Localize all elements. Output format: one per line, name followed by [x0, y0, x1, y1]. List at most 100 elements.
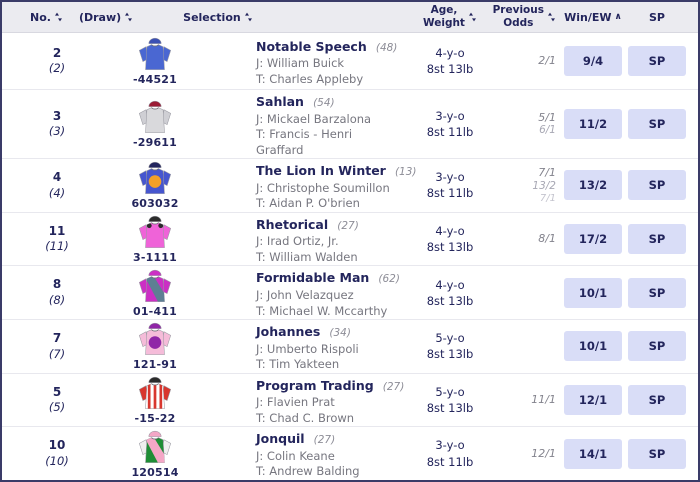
sp-odds-button[interactable]: SP: [628, 170, 686, 201]
jockey-name: J: Mickael Barzalona: [256, 111, 372, 126]
header-previous-odds-label: Previous Odds: [492, 3, 544, 29]
header-age-weight[interactable]: Age, Weight: [402, 4, 498, 30]
age-weight-cell: 4-y-o 8st 13lb: [402, 277, 498, 309]
form-figures: 3-1111: [132, 251, 178, 265]
horse-number: 10: [48, 438, 66, 453]
trainer-name: T: Tim Yakteen: [256, 357, 340, 372]
header-no[interactable]: No.: [30, 11, 63, 24]
jockey-silk-icon: [136, 99, 174, 138]
trainer-name: T: Charles Appleby: [256, 71, 364, 86]
jockey-silk-icon: [136, 214, 174, 253]
silk-cell: 121-91: [112, 321, 198, 371]
win-ew-odds-button[interactable]: 10/1: [564, 277, 622, 308]
horse-name-link[interactable]: Program Trading: [256, 377, 374, 393]
horse-row: 10 (10) 120514 Jonquil (27) J: Colin Kea…: [2, 426, 698, 480]
horse-name-link[interactable]: Johannes: [256, 324, 321, 340]
age-weight-cell: 3-y-o 8st 11lb: [402, 108, 498, 140]
header-previous-odds[interactable]: Previous Odds: [493, 4, 556, 30]
header-left-group: No. (Draw) Selection: [2, 11, 253, 24]
selection-cell: Sahlan (54) J: Mickael Barzalona T: Fran…: [198, 90, 402, 158]
header-selection[interactable]: Selection: [183, 11, 253, 24]
horse-row: 11 (11) 3-1111 Rhetorical (27) J: Irad O…: [2, 211, 698, 266]
days-since-run: (27): [313, 434, 336, 447]
horse-age: 4-y-o: [435, 223, 465, 238]
sp-odds-button[interactable]: SP: [628, 46, 686, 76]
sp-odds-button[interactable]: SP: [628, 331, 686, 362]
days-since-run: (27): [382, 380, 405, 393]
number-draw-cell: 4 (4): [2, 170, 112, 201]
horse-name-link[interactable]: Notable Speech: [256, 38, 367, 54]
previous-odds-cell: 11/1: [498, 393, 556, 407]
sort-icon[interactable]: [547, 12, 556, 22]
sort-icon[interactable]: [244, 12, 253, 22]
sort-icon[interactable]: [468, 12, 477, 22]
draw-number: (2): [48, 61, 66, 76]
jockey-silk-icon: [136, 160, 174, 199]
header-sp: SP: [628, 11, 686, 24]
days-since-run: (27): [337, 219, 359, 232]
horse-number: 7: [52, 331, 62, 346]
form-figures: -44521: [132, 73, 178, 86]
win-ew-odds-button[interactable]: 13/2: [564, 170, 622, 201]
selection-cell: Jonquil (27) J: Colin Keane T: Andrew Ba…: [198, 427, 402, 480]
previous-odds-value: 11/1: [531, 393, 556, 407]
horse-number: 11: [48, 223, 66, 238]
horse-name-link[interactable]: Formidable Man: [256, 270, 370, 286]
horse-age: 5-y-o: [435, 384, 465, 399]
draw-number: (8): [48, 293, 66, 308]
win-ew-odds-button[interactable]: 12/1: [564, 384, 622, 415]
previous-odds-value: 8/1: [538, 232, 556, 246]
horse-weight: 8st 13lb: [426, 240, 474, 255]
draw-number: (4): [48, 185, 66, 200]
win-ew-odds-button[interactable]: 11/2: [564, 109, 622, 140]
age-weight-cell: 3-y-o 8st 11lb: [402, 169, 498, 201]
win-ew-odds-button[interactable]: 10/1: [564, 331, 622, 362]
jockey-name: J: Flavien Prat: [256, 395, 335, 410]
form-figures: 120514: [131, 465, 179, 479]
number-draw-cell: 5 (5): [2, 385, 112, 416]
draw-number: (5): [48, 400, 66, 415]
silk-cell: -29611: [112, 99, 198, 149]
draw-number: (3): [48, 124, 66, 139]
sp-odds-button[interactable]: SP: [628, 384, 686, 415]
jockey-name: J: Umberto Rispoli: [256, 341, 359, 356]
win-ew-odds-button[interactable]: 17/2: [564, 224, 622, 255]
age-weight-cell: 4-y-o 8st 13lb: [402, 45, 498, 77]
horse-number: 3: [52, 108, 62, 123]
header-age-weight-label: Age, Weight: [423, 3, 465, 29]
horse-row: 5 (5) -15-22 Program Trading (27) J: Fla…: [2, 372, 698, 427]
draw-number: (11): [45, 239, 69, 254]
trainer-name: T: Chad C. Brown: [256, 410, 355, 425]
horse-number: 2: [52, 45, 62, 60]
sp-odds-button[interactable]: SP: [628, 438, 686, 469]
number-draw-cell: 8 (8): [2, 277, 112, 308]
sp-odds-button[interactable]: SP: [628, 109, 686, 140]
selection-cell: Johannes (34) J: Umberto Rispoli T: Tim …: [198, 320, 402, 373]
number-draw-cell: 2 (2): [2, 46, 112, 77]
horse-name-link[interactable]: Rhetorical: [256, 216, 329, 232]
header-win-ew[interactable]: Win/EW ∧: [564, 11, 622, 24]
jockey-name: J: Christophe Soumillon: [256, 180, 390, 195]
sort-icon[interactable]: [54, 12, 63, 22]
win-ew-odds-button[interactable]: 14/1: [564, 438, 622, 469]
number-draw-cell: 7 (7): [2, 331, 112, 362]
win-ew-odds-button[interactable]: 9/4: [564, 46, 622, 76]
days-since-run: (54): [313, 97, 335, 109]
selection-cell: Formidable Man (62) J: John Velazquez T:…: [198, 266, 402, 319]
sp-odds-button[interactable]: SP: [628, 277, 686, 308]
horse-row: 4 (4) 603032 The Lion In Winter (13) J: …: [2, 158, 698, 212]
jockey-name: J: Irad Ortiz, Jr.: [256, 234, 339, 249]
silk-cell: -44521: [112, 36, 198, 86]
previous-odds-value: 6/1: [539, 124, 556, 137]
header-selection-label: Selection: [183, 10, 241, 24]
horse-name-link[interactable]: Sahlan: [256, 94, 304, 109]
trainer-name: T: Aidan P. O'brien: [256, 196, 360, 211]
horse-name-link[interactable]: The Lion In Winter: [256, 163, 386, 179]
header-draw[interactable]: (Draw): [79, 11, 133, 24]
previous-odds-cell: 12/1: [498, 447, 556, 461]
sp-odds-button[interactable]: SP: [628, 224, 686, 255]
horse-weight: 8st 11lb: [426, 186, 474, 201]
sort-icon[interactable]: [124, 12, 133, 22]
horse-age: 4-y-o: [435, 277, 465, 292]
horse-name-link[interactable]: Jonquil: [256, 431, 305, 447]
